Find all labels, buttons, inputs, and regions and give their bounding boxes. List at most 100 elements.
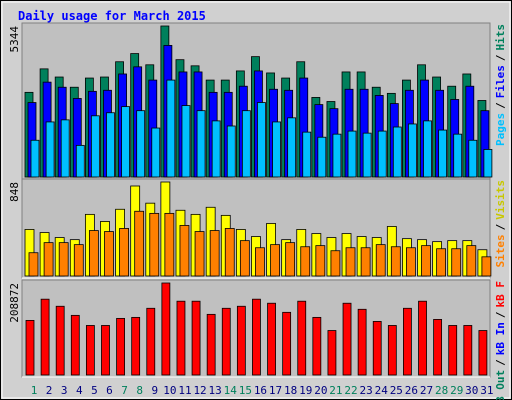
bar [75, 144, 85, 178]
bar [136, 110, 146, 178]
bar [345, 247, 356, 277]
bar [90, 115, 100, 178]
bar [226, 125, 236, 178]
bar [270, 244, 280, 277]
x-tick-label: 21 [329, 384, 342, 397]
bar [101, 325, 110, 376]
bar [372, 321, 382, 376]
bar [257, 102, 266, 178]
bar [85, 325, 95, 376]
bar [191, 300, 201, 376]
bar [448, 325, 458, 376]
x-tick-label: 15 [239, 384, 252, 397]
x-tick-label: 25 [390, 384, 403, 397]
bar [176, 300, 186, 376]
bar [317, 136, 327, 178]
x-tick-label: 16 [254, 384, 267, 397]
legend-entry: Files [494, 65, 507, 98]
bar [387, 325, 397, 376]
x-tick-label: 7 [121, 384, 128, 397]
bar [285, 242, 296, 277]
bar [146, 307, 156, 376]
bar [406, 247, 416, 277]
x-tick-label: 11 [178, 384, 191, 397]
y-tick-label: 208872 [8, 283, 21, 323]
legend-separator: / [494, 54, 507, 61]
bar [347, 130, 357, 178]
bar [362, 132, 372, 178]
bar [468, 139, 478, 178]
legend-separator: / [494, 359, 507, 366]
y-tick-label: 848 [8, 182, 21, 202]
legend-entry: Hits [494, 24, 507, 51]
bar [483, 149, 493, 178]
bar [342, 302, 352, 376]
x-tick-label: 2 [46, 384, 53, 397]
bar [451, 248, 462, 277]
bar [30, 139, 40, 178]
x-tick-label: 5 [91, 384, 98, 397]
bar [332, 133, 342, 178]
x-tick-label: 14 [224, 384, 238, 397]
bar [327, 330, 337, 376]
bar [438, 129, 448, 178]
bar [149, 212, 160, 277]
x-tick-label: 26 [405, 384, 418, 397]
bar [166, 79, 176, 178]
bar [209, 230, 220, 277]
bar [300, 246, 311, 277]
legend-entry: kB In [494, 322, 507, 355]
bar [282, 311, 292, 376]
bar [423, 120, 432, 178]
bar [272, 121, 281, 178]
bar [408, 123, 417, 178]
legend: Pages / Files / Hits [494, 24, 507, 146]
x-tick-label: 9 [151, 384, 158, 397]
legend-entry: Visits [494, 180, 507, 220]
x-tick-label: 12 [193, 384, 206, 397]
bar [418, 300, 427, 376]
bar [392, 126, 402, 178]
legend: kB Out / kB In / kB F [494, 281, 507, 400]
bar [28, 252, 39, 277]
bar [221, 307, 231, 376]
x-tick-label: 6 [106, 384, 113, 397]
bar [255, 247, 265, 277]
bar [116, 317, 125, 376]
bar [390, 246, 401, 277]
x-tick-label: 28 [435, 384, 448, 397]
bar [252, 298, 261, 376]
bar [131, 316, 141, 376]
x-tick-label: 31 [480, 384, 493, 397]
x-tick-label: 8 [136, 384, 143, 397]
bar [25, 320, 35, 376]
bar [239, 240, 250, 277]
legend-entry: Pages [494, 113, 507, 146]
bar [297, 300, 307, 376]
legend-separator: / [494, 223, 507, 230]
bar [119, 228, 129, 277]
bar [403, 307, 412, 376]
legend: Sites / Visits [494, 180, 507, 268]
bar [73, 244, 84, 277]
x-tick-label: 24 [375, 384, 389, 397]
legend-entry: kB Out [494, 370, 507, 400]
bar [121, 106, 130, 178]
bar [436, 248, 447, 277]
x-tick-label: 30 [465, 384, 478, 397]
bar [40, 298, 50, 376]
x-tick-label: 20 [314, 384, 327, 397]
bar [302, 131, 312, 178]
bar [164, 212, 175, 277]
bar [421, 245, 431, 277]
bar [70, 314, 80, 376]
bar [377, 130, 387, 178]
legend-entry: kB F [494, 281, 507, 308]
bar [463, 325, 473, 376]
x-tick-label: 17 [269, 384, 282, 397]
chart-title: Daily usage for March 2015 [18, 9, 206, 23]
x-tick-label: 29 [450, 384, 463, 397]
bar [478, 330, 488, 376]
bar [181, 105, 191, 178]
bar [481, 256, 492, 277]
